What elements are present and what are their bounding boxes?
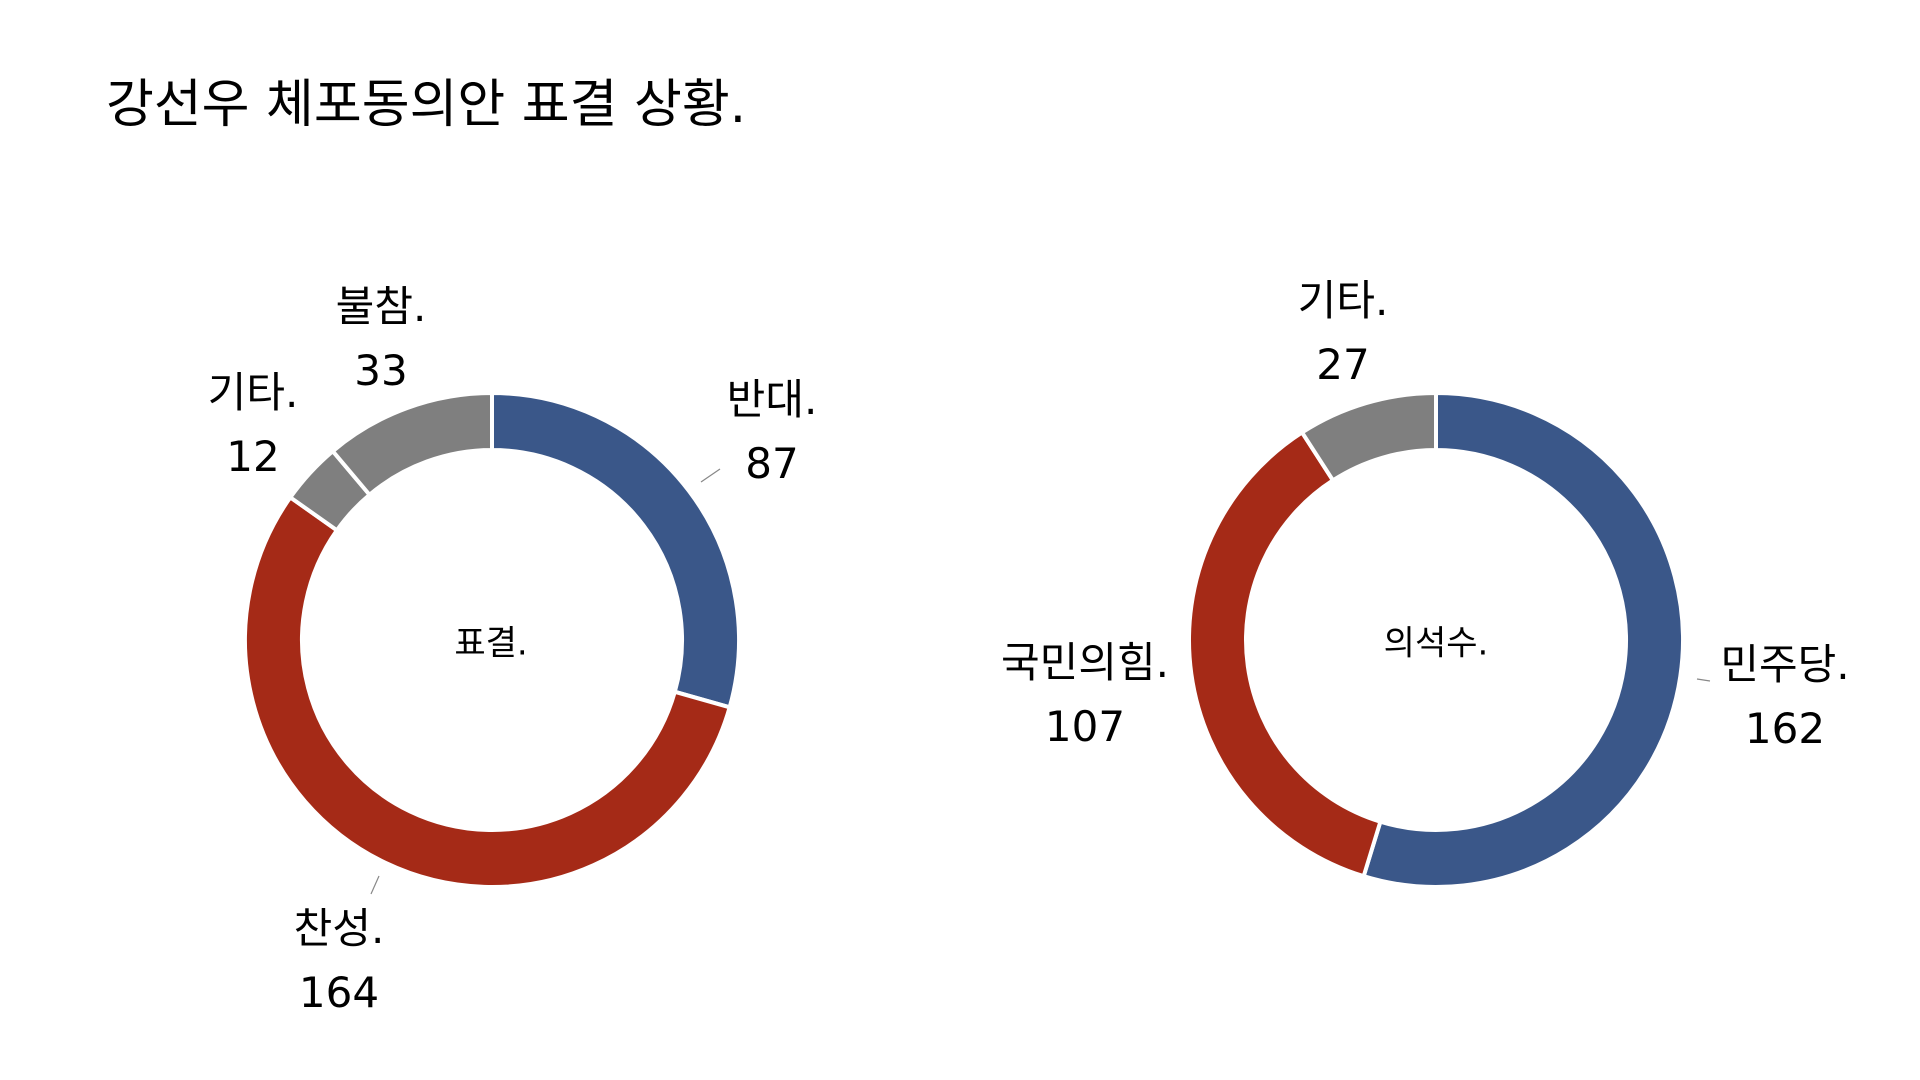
donut-slice bbox=[490, 390, 741, 710]
donut-slice bbox=[1361, 390, 1685, 889]
slice-label: 찬성. bbox=[293, 904, 385, 953]
slice-label: 기타. bbox=[207, 368, 299, 417]
leader-line bbox=[700, 468, 721, 483]
slice-label: 불참. bbox=[335, 282, 427, 331]
data-label-approve: 찬성. 164 bbox=[294, 897, 385, 1025]
data-label-oppose: 반대. 87 bbox=[727, 368, 818, 496]
slice-value: 107 bbox=[1044, 702, 1126, 751]
slice-value: 164 bbox=[298, 968, 380, 1017]
donut-slice bbox=[243, 494, 733, 889]
slice-label: 기타. bbox=[1297, 276, 1389, 325]
slice-label: 반대. bbox=[726, 375, 818, 424]
slice-label: 민주당. bbox=[1720, 640, 1850, 689]
slice-value: 27 bbox=[1316, 340, 1370, 389]
data-label-other-seats: 기타. 27 bbox=[1298, 269, 1389, 397]
data-label-ppp: 국민의힘. 107 bbox=[1001, 631, 1169, 759]
leader-line bbox=[1696, 678, 1711, 682]
slice-value: 162 bbox=[1744, 704, 1826, 753]
donut-slice bbox=[1187, 429, 1383, 879]
data-label-other: 기타. 12 bbox=[208, 361, 299, 489]
donut-slice bbox=[329, 390, 494, 498]
leader-line bbox=[370, 875, 380, 895]
chart-title: 강선우 체포동의안 표결 상황. bbox=[106, 75, 747, 135]
data-label-democratic: 민주당. 162 bbox=[1720, 633, 1849, 761]
slice-value: 12 bbox=[226, 432, 280, 481]
slice-value: 33 bbox=[354, 346, 408, 395]
center-label-seats: 의석수. bbox=[1383, 623, 1489, 664]
donut-slice bbox=[1299, 390, 1438, 484]
slice-value: 87 bbox=[745, 439, 799, 488]
center-label-vote: 표결. bbox=[454, 623, 528, 664]
slice-label: 국민의힘. bbox=[1001, 638, 1169, 687]
data-label-absent: 불참. 33 bbox=[336, 275, 427, 403]
